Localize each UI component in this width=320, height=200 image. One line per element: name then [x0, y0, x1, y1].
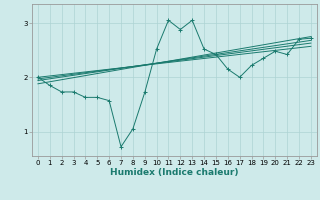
X-axis label: Humidex (Indice chaleur): Humidex (Indice chaleur)	[110, 168, 239, 177]
